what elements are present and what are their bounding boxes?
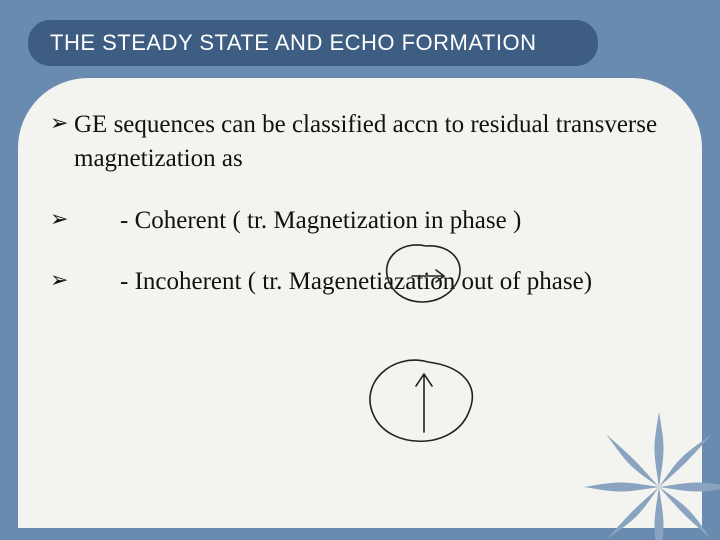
- bullet-item: ➢ - Incoherent ( tr. Magenetiazation out…: [50, 265, 670, 299]
- annotation-incoherent: [364, 358, 484, 448]
- slide-title: THE STEADY STATE AND ECHO FORMATION: [50, 30, 536, 56]
- bullet-list: ➢ GE sequences can be classified accn to…: [50, 108, 670, 327]
- bullet-text: - Coherent ( tr. Magnetization in phase …: [74, 204, 670, 238]
- bullet-marker-icon: ➢: [50, 204, 74, 234]
- bullet-marker-icon: ➢: [50, 265, 74, 295]
- bullet-text: - Incoherent ( tr. Magenetiazation out o…: [74, 265, 670, 299]
- asterisk-decoration-icon: [584, 412, 720, 540]
- bullet-item: ➢ - Coherent ( tr. Magnetization in phas…: [50, 204, 670, 238]
- bullet-marker-icon: ➢: [50, 108, 74, 138]
- bullet-item: ➢ GE sequences can be classified accn to…: [50, 108, 670, 176]
- bullet-text: GE sequences can be classified accn to r…: [74, 108, 670, 176]
- title-bar: THE STEADY STATE AND ECHO FORMATION: [28, 20, 598, 66]
